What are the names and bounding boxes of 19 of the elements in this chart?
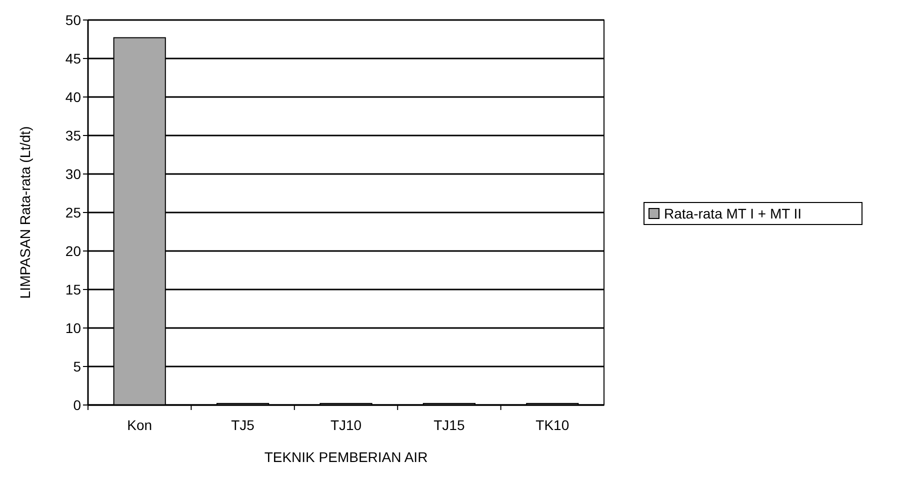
x-axis-title: TEKNIK PEMBERIAN AIR (264, 449, 428, 465)
x-tick-label: Kon (127, 417, 152, 433)
x-tick-label: TJ10 (330, 417, 362, 433)
y-tick-label: 0 (73, 396, 82, 413)
y-tick-label: 10 (65, 320, 82, 336)
x-tick-label: TK10 (536, 417, 570, 433)
y-tick-label: 50 (65, 12, 82, 28)
y-tick-label: 30 (65, 166, 82, 182)
y-tick-label: 40 (65, 88, 82, 105)
legend-label: Rata-rata MT I + MT II (664, 205, 802, 222)
y-tick-label: 35 (65, 127, 82, 144)
y-tick-label: 25 (65, 204, 82, 220)
x-tick-label: TJ15 (434, 417, 465, 433)
y-tick-label: 20 (65, 242, 82, 259)
y-tick-label: 5 (73, 358, 82, 374)
y-tick-label: 15 (65, 281, 82, 298)
y-axis-title: LIMPASAN Rata-rata (Lt/dt) (17, 126, 33, 299)
y-tick-label: 45 (65, 50, 82, 66)
x-tick-label: TJ5 (231, 417, 255, 433)
